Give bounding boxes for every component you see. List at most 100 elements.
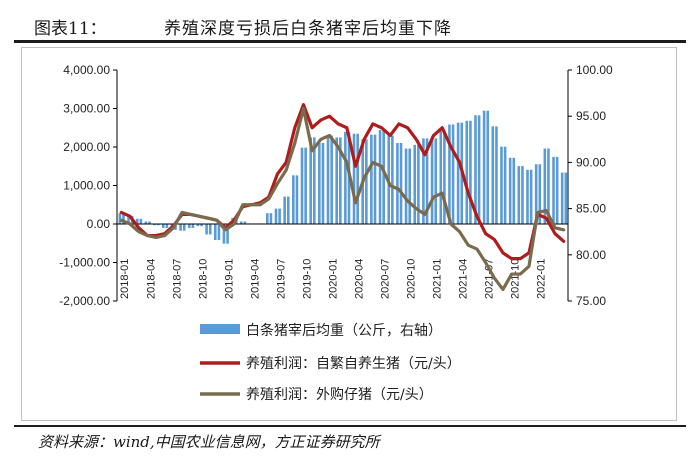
bar-weight bbox=[439, 130, 443, 224]
bar-weight bbox=[266, 213, 269, 224]
bar-weight bbox=[243, 221, 247, 224]
bar-weight bbox=[448, 124, 451, 224]
bar-weight bbox=[365, 139, 368, 224]
line-purchased-piglet-profit bbox=[119, 106, 566, 292]
bar-weight bbox=[521, 166, 524, 224]
bar-weight bbox=[430, 138, 434, 224]
bar-weight bbox=[503, 146, 507, 224]
bar-weight bbox=[526, 169, 529, 224]
bar-weight bbox=[269, 213, 273, 224]
bar-weight bbox=[451, 124, 455, 224]
y-tick-label-right: 100.00 bbox=[576, 63, 613, 77]
x-tick-label: 2019-07 bbox=[275, 259, 287, 299]
x-tick-label: 2019-10 bbox=[301, 259, 313, 299]
bar-weight bbox=[165, 224, 169, 228]
bar-weight bbox=[508, 157, 512, 224]
x-tick-label: 2021-10 bbox=[510, 259, 522, 299]
bar-weight bbox=[318, 143, 321, 224]
bar-weight bbox=[339, 137, 342, 224]
x-tick-label: 2020-01 bbox=[327, 259, 339, 299]
bar-weight bbox=[191, 224, 195, 228]
top-rule bbox=[14, 40, 686, 43]
bar-weight bbox=[118, 213, 122, 224]
bar-weight bbox=[422, 138, 425, 224]
y-tick-label-right: 95.00 bbox=[576, 109, 606, 123]
bar-weight bbox=[564, 172, 568, 224]
y-tick-label-left: -1,000.00 bbox=[59, 256, 110, 270]
bar-weight bbox=[543, 148, 547, 224]
bar-weight bbox=[213, 224, 217, 241]
x-tick-label: 2018-01 bbox=[119, 259, 131, 299]
bar-weight bbox=[352, 133, 356, 224]
x-tick-label: 2018-04 bbox=[145, 259, 157, 299]
bar-weight bbox=[534, 164, 538, 224]
bar-weight bbox=[326, 135, 330, 224]
bar-weight bbox=[517, 166, 521, 224]
bar-weight bbox=[300, 147, 304, 224]
chart-frame: 4,000.00 3,000.00 2,000.00 1,000.00 0.00 -1,0… bbox=[21, 47, 677, 421]
bar-weight bbox=[456, 122, 460, 224]
bar-weight bbox=[205, 224, 208, 235]
bar-weight bbox=[200, 224, 203, 227]
source-note: 资料来源：wind,中国农业信息网，方正证券研究所 bbox=[38, 433, 380, 451]
y-tick-label-left: 1,000.00 bbox=[63, 179, 110, 193]
x-tick-label: 2020-04 bbox=[353, 259, 365, 299]
y-tick-label-left: 3,000.00 bbox=[63, 102, 110, 116]
bar-weight bbox=[417, 144, 420, 224]
bar-weight bbox=[547, 148, 550, 224]
bar-weight bbox=[208, 224, 212, 235]
bar-weight bbox=[474, 115, 477, 224]
bar-weight bbox=[222, 224, 226, 244]
bar-weight bbox=[335, 137, 338, 224]
bar-weight bbox=[413, 144, 417, 224]
bar-weight bbox=[370, 134, 373, 224]
bar-weight bbox=[560, 172, 564, 224]
bar-weight bbox=[330, 135, 333, 224]
bar-weight bbox=[135, 218, 139, 224]
bar-weight bbox=[153, 224, 156, 226]
bar-weight bbox=[373, 134, 377, 224]
bar-weight bbox=[344, 131, 347, 224]
bar-weight bbox=[469, 120, 472, 224]
bar-weight bbox=[161, 224, 165, 228]
bar-weight bbox=[239, 221, 243, 224]
bar-weight bbox=[309, 137, 312, 224]
bottom-rule bbox=[14, 425, 686, 427]
bar-weight bbox=[196, 224, 200, 227]
figure-title: 养殖深度亏损后白条猪宰后均重下降 bbox=[164, 19, 452, 39]
x-tick-label: 2020-07 bbox=[379, 259, 391, 299]
figure-header: 图表11： 养殖深度亏损后白条猪宰后均重下降 bbox=[14, 8, 686, 42]
bar-weight bbox=[378, 130, 382, 224]
legend-swatch-weight bbox=[200, 324, 240, 334]
y-tick-label-left: 0.00 bbox=[87, 217, 111, 231]
bar-weight bbox=[408, 148, 412, 224]
bar-weight bbox=[217, 224, 221, 241]
bar-weight bbox=[396, 143, 399, 224]
bar-weight bbox=[495, 126, 498, 224]
bar-weight bbox=[278, 208, 281, 224]
bar-weight bbox=[179, 224, 182, 231]
bar-weight bbox=[286, 196, 290, 224]
bar-weight bbox=[555, 156, 559, 224]
bar-weight bbox=[182, 224, 186, 231]
legend-label: 养殖利润：外购仔猪（元/头） bbox=[246, 386, 433, 403]
bar-weight bbox=[321, 143, 325, 224]
bar-weight bbox=[434, 138, 438, 224]
chart: 4,000.00 3,000.00 2,000.00 1,000.00 0.00 -1,0… bbox=[59, 63, 613, 403]
bar-weight bbox=[144, 221, 148, 224]
x-tick-label: 2020-10 bbox=[405, 259, 417, 299]
bar-weight bbox=[391, 135, 394, 224]
bar-weight bbox=[295, 175, 299, 224]
x-tick-label: 2019-01 bbox=[223, 259, 235, 299]
y-tick-label-right: 75.00 bbox=[576, 294, 606, 308]
y-tick-label-right: 90.00 bbox=[576, 155, 606, 169]
x-tick-label: 2022-01 bbox=[536, 259, 548, 299]
bar-weight bbox=[500, 146, 503, 224]
bar-weight bbox=[304, 147, 307, 224]
bar-weight bbox=[226, 224, 229, 244]
bar-weight bbox=[443, 130, 446, 224]
bar-weight bbox=[313, 137, 316, 224]
bar-weight bbox=[382, 130, 385, 224]
x-tick-label: 2018-07 bbox=[171, 259, 183, 299]
x-tick-label: 2021-07 bbox=[484, 259, 496, 299]
